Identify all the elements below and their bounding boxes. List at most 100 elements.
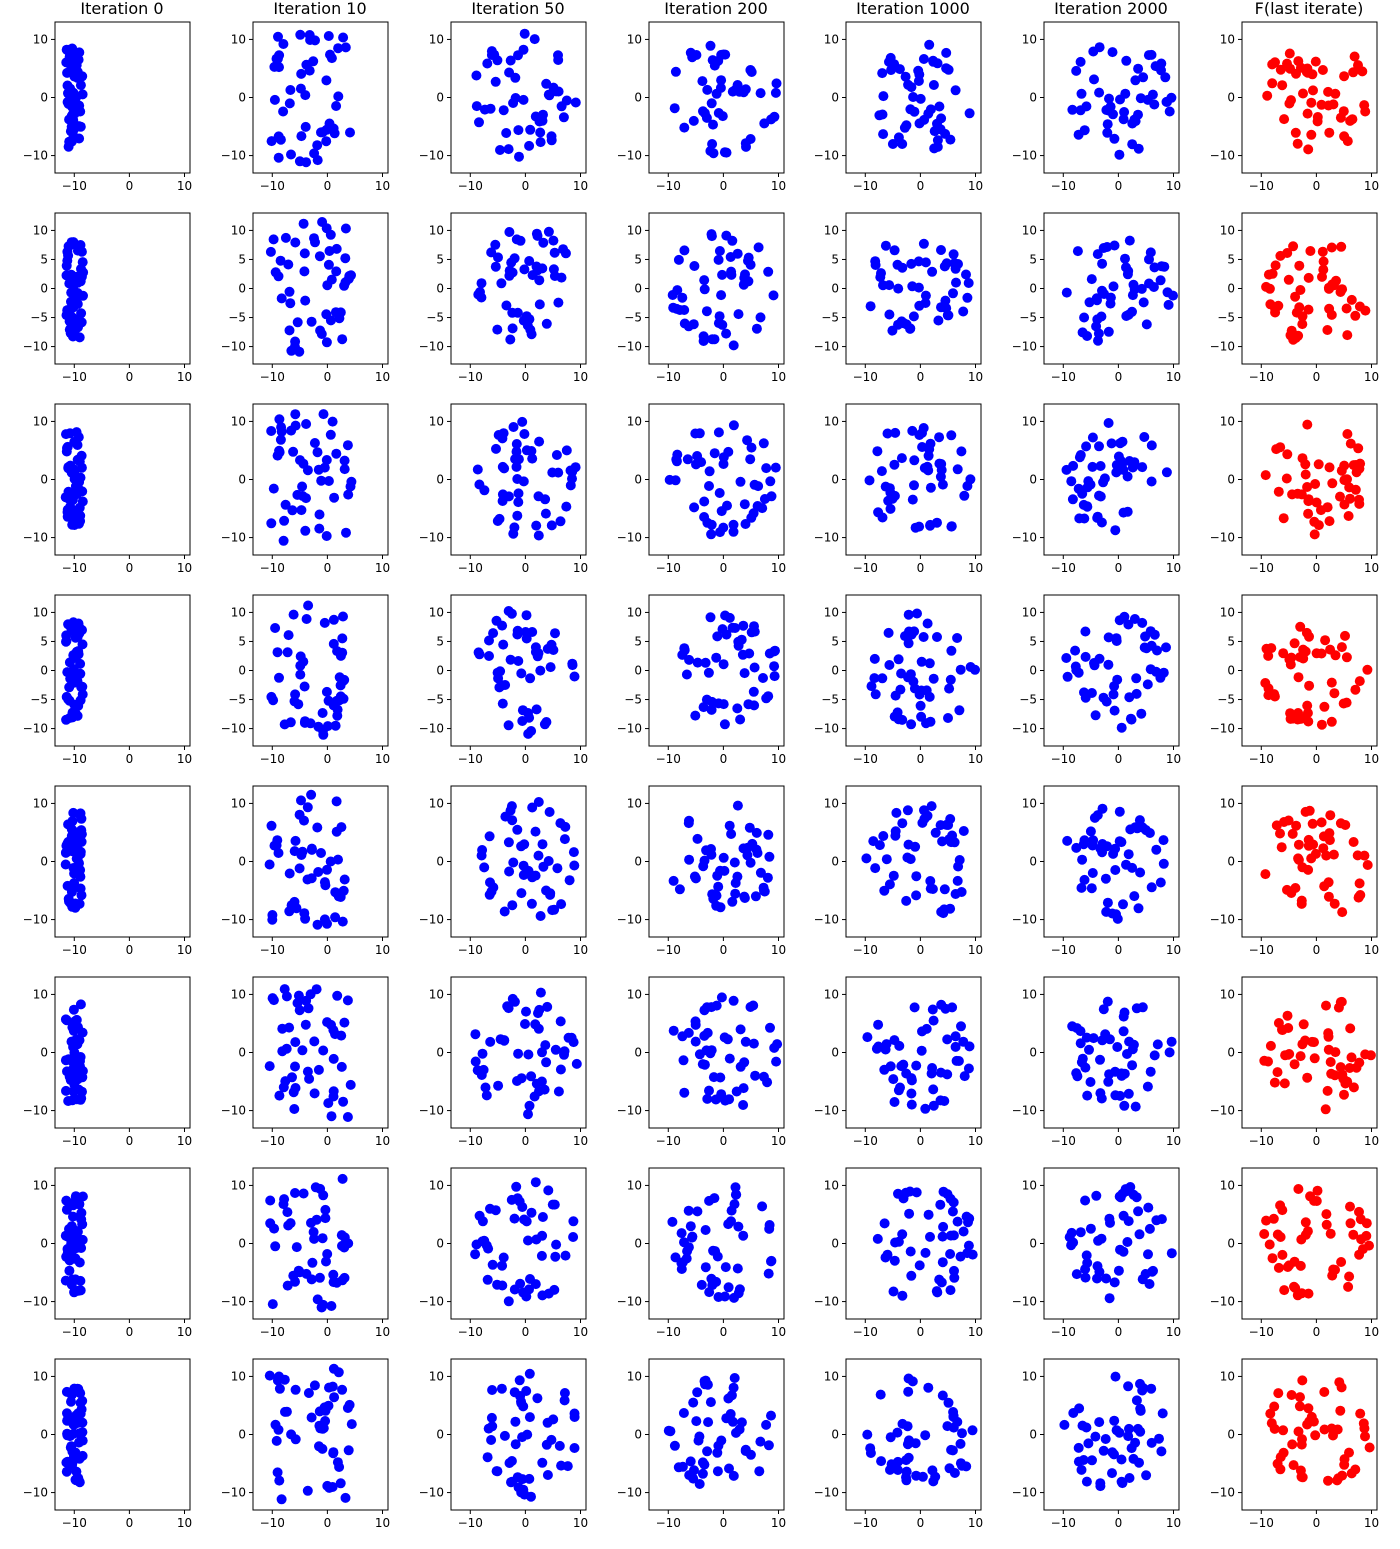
data-point [1075,450,1086,460]
data-point [1355,1408,1366,1419]
data-point [319,914,330,925]
data-point [276,422,287,433]
y-tick-label: −10 [1012,531,1037,545]
data-point [479,862,490,873]
data-point [1136,283,1147,294]
data-point [690,710,701,721]
data-point [740,1444,751,1455]
data-point [511,461,522,472]
data-point [902,1421,913,1432]
data-point [694,1479,705,1489]
data-point [1073,1456,1084,1467]
data-point [328,1277,339,1288]
data-point [306,1217,316,1228]
data-point [525,673,536,684]
data-point [511,439,522,449]
data-point [953,259,963,269]
data-point [962,292,973,303]
data-point [894,64,905,75]
data-point [1343,511,1354,521]
data-point [318,409,329,420]
data-point [482,58,493,69]
data-point [1290,127,1301,138]
data-point [1269,1423,1280,1434]
data-point [315,325,326,336]
data-point [1279,114,1290,125]
data-point [735,714,746,725]
data-point [957,1428,967,1439]
data-point [1309,529,1320,540]
data-point [677,649,688,660]
data-point [564,875,575,886]
data-point [732,800,743,811]
y-tick-label: 0 [436,664,444,678]
data-point [1282,1262,1293,1272]
data-point [300,121,311,132]
y-tick-label: 10 [33,1178,48,1192]
data-point [928,1100,939,1111]
y-tick-label: −10 [221,722,246,736]
data-point [1310,479,1321,489]
data-point [274,447,285,458]
data-point [711,900,722,911]
data-point [769,661,780,672]
data-point [1077,1053,1088,1064]
y-tick-label: 0 [1029,91,1037,105]
data-point [1318,843,1329,854]
data-point [74,477,85,487]
data-point [63,88,73,99]
data-point [485,1203,495,1214]
data-point [888,870,899,881]
data-point [321,75,332,86]
y-tick-label: −10 [221,340,246,354]
y-tick-label: 0 [1029,855,1037,869]
y-tick-label: −5 [1217,693,1235,707]
data-point [1164,106,1175,117]
data-point [67,901,78,912]
data-point [72,670,83,680]
y-tick-label: 0 [1029,1428,1037,1442]
data-point [1303,1403,1314,1414]
data-point [901,1472,911,1483]
y-tick-label: 10 [429,414,444,428]
data-point [754,1466,765,1477]
data-point [677,292,688,303]
data-point [556,272,567,283]
data-point [1329,898,1340,909]
y-tick-label: 10 [1220,605,1235,619]
data-point [290,1061,300,1072]
data-point [497,1260,508,1271]
x-tick-label: 10 [177,1325,192,1339]
data-point [771,1056,782,1067]
data-point [683,1027,694,1038]
data-point [713,881,724,892]
axes-frame [1241,976,1378,1129]
data-point [761,463,772,474]
data-point [1295,1051,1306,1062]
y-tick-label: −10 [221,913,246,927]
data-point [1319,701,1330,712]
data-point [318,1190,329,1201]
data-point [1294,302,1305,313]
data-point [909,1002,920,1013]
data-point [1103,659,1114,670]
data-point [1071,1269,1082,1280]
data-point [747,838,758,849]
data-point [1265,1040,1276,1051]
data-point [268,483,279,494]
data-point [1122,269,1133,280]
data-point [335,307,346,318]
data-point [1110,525,1121,536]
column-title: Iteration 200 [664,0,768,18]
x-tick-label: 0 [1313,943,1321,957]
data-point [1141,643,1152,654]
data-point [74,133,85,144]
data-point [64,136,75,147]
data-point [670,66,681,77]
data-point [336,1061,347,1072]
